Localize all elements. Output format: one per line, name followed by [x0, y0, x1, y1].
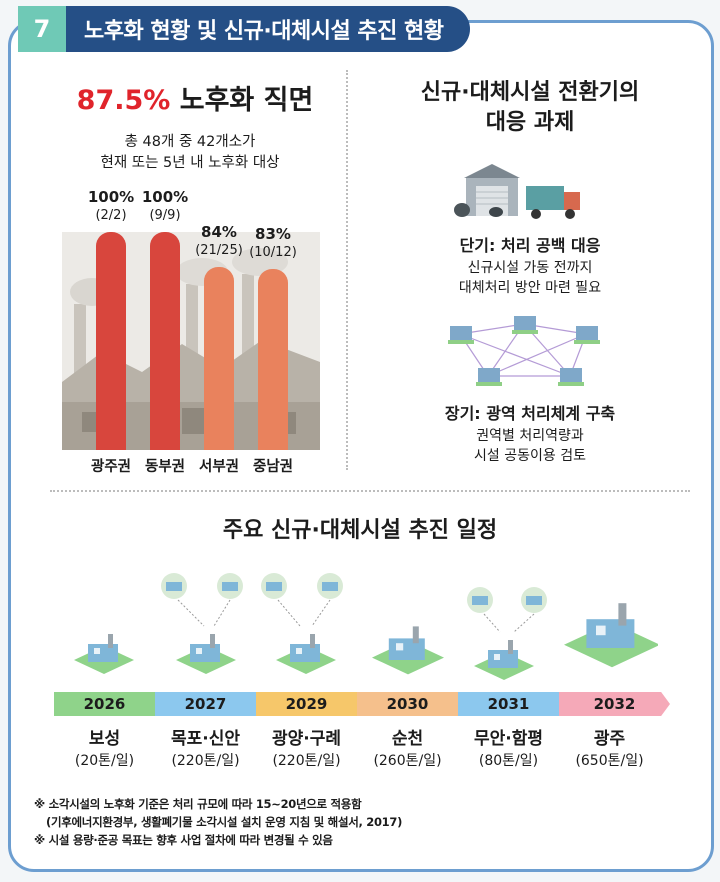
bar-value-label: 100% — [87, 188, 135, 206]
long-term-title: 장기: 광역 처리체계 구축 — [444, 404, 616, 423]
site-name: 광양·구례 — [271, 729, 342, 749]
section-header: 7 노후화 현황 및 신규·대체시설 추진 현황 — [18, 6, 470, 52]
timeline-year-2029: 2029 — [256, 692, 357, 716]
bar-동부권 — [150, 232, 180, 450]
region-label: 동부권 — [144, 459, 186, 475]
timeline-year-2031: 2031 — [458, 692, 559, 716]
bar-value-label: 84% — [201, 222, 237, 241]
horizontal-divider — [50, 490, 690, 492]
aging-bar-chart: 100% (2/2) 100% (9/9) 84% (21/25) 83% (10/12) — [62, 188, 322, 450]
bar-count-label: (9/9) — [149, 208, 181, 223]
bar-광주권 — [96, 232, 126, 450]
region-label: 서부권 — [198, 459, 240, 475]
transition-title-line1: 신규·대체시설 전환기의 — [420, 80, 640, 105]
aging-headline-text: 노후화 직면 — [179, 85, 314, 116]
timeline-year-2026: 2026 — [54, 692, 155, 716]
short-term-line2: 대체처리 방안 마련 필요 — [458, 280, 602, 296]
site-name: 무안·함평 — [473, 729, 544, 749]
aging-headline: 87.5% 노후화 직면 — [60, 78, 330, 117]
aging-desc-line1: 총 48개 중 42개소가 — [124, 134, 256, 150]
site-capacity: (220톤/일) — [272, 753, 341, 769]
bar-value-label: 83% — [255, 225, 291, 244]
transition-title-line2: 대응 과제 — [485, 110, 575, 135]
section-title: 노후화 현황 및 신규·대체시설 추진 현황 — [66, 6, 470, 52]
short-term-line1: 신규시설 가동 전까지 — [467, 260, 593, 276]
long-term-desc: 권역별 처리역량과 시설 공동이용 검토 — [380, 426, 680, 466]
site-name: 순천 — [391, 729, 424, 749]
bar-중남권 — [258, 269, 288, 450]
note-line-2: (기후에너지환경부, 생활폐기물 소각시설 설치 운영 지침 및 해설서, 20… — [46, 815, 403, 829]
timeline-year-2032: 2032 — [559, 692, 670, 716]
site-capacity: (260톤/일) — [373, 753, 442, 769]
region-label: 광주권 — [90, 459, 132, 475]
note-line-1: ※ 소각시설의 노후화 기준은 처리 규모에 따라 15~20년으로 적용함 — [34, 797, 362, 811]
schedule-title: 주요 신규·대체시설 추진 일정 — [222, 518, 498, 543]
aging-percent: 87.5% — [76, 85, 171, 116]
timeline-year-2030: 2030 — [357, 692, 458, 716]
bar-서부권 — [204, 266, 234, 450]
bar-count-label: (21/25) — [195, 242, 243, 258]
site-name: 목포·신안 — [170, 729, 241, 749]
timeline-year-2027: 2027 — [155, 692, 256, 716]
regional-network-icon — [448, 316, 600, 386]
site-capacity: (220톤/일) — [171, 753, 240, 769]
region-label: 중남권 — [252, 459, 294, 475]
site-capacity: (20톤/일) — [74, 753, 135, 769]
short-term-title: 단기: 처리 공백 대응 — [459, 236, 601, 255]
site-name: 보성 — [88, 729, 121, 749]
short-term-desc: 신규시설 가동 전까지 대체처리 방안 마련 필요 — [380, 258, 680, 298]
aging-desc-line2: 현재 또는 5년 내 노후화 대상 — [100, 155, 280, 171]
transition-tasks-title: 신규·대체시설 전환기의 대응 과제 — [380, 78, 680, 138]
bar-count-label: (2/2) — [95, 208, 127, 223]
bar-count-label: (10/12) — [249, 245, 297, 261]
bar-value-label: 100% — [141, 188, 189, 206]
section-number: 7 — [18, 6, 66, 52]
warehouse-truck-icon — [454, 164, 580, 219]
note-line-3: ※ 시설 용량·준공 목표는 향후 사업 절차에 따라 변경될 수 있음 — [34, 833, 333, 847]
long-term-line2: 시설 공동이용 검토 — [474, 448, 586, 464]
site-name: 광주 — [593, 729, 626, 749]
facility-illustrations — [74, 573, 658, 680]
vertical-divider — [346, 70, 348, 470]
aging-description: 총 48개 중 42개소가 현재 또는 5년 내 노후화 대상 — [40, 132, 340, 174]
site-capacity: (80톤/일) — [478, 753, 539, 769]
long-term-line1: 권역별 처리역량과 — [476, 428, 584, 444]
site-capacity: (650톤/일) — [575, 753, 644, 769]
